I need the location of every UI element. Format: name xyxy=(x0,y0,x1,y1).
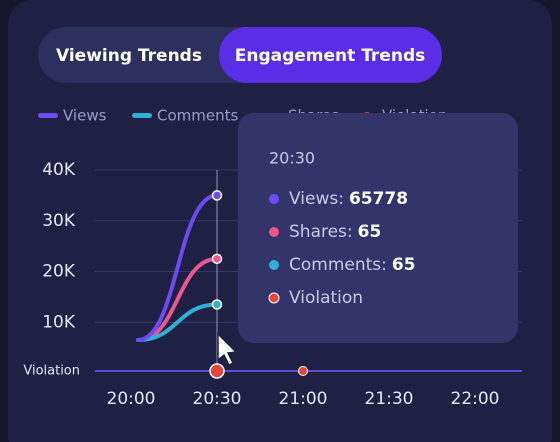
tooltip-item: Violation xyxy=(289,288,363,308)
tooltip-label: Violation xyxy=(289,288,363,308)
series-line xyxy=(136,302,219,343)
highlight-point xyxy=(211,253,223,265)
highlight-point xyxy=(211,299,223,310)
x-tick-label: 22:00 xyxy=(451,389,500,409)
violation-label: Violation xyxy=(23,364,80,379)
tooltip-dot xyxy=(269,227,279,237)
legend-swatch xyxy=(132,113,152,118)
x-tick-label: 21:30 xyxy=(365,389,414,409)
tooltip-label: Views: xyxy=(289,189,344,209)
tooltip-value: 65778 xyxy=(349,189,408,209)
cursor xyxy=(217,332,238,367)
tooltip-item: Comments: 65 xyxy=(289,255,416,275)
highlight-point xyxy=(211,190,223,201)
tooltip-label: Comments: xyxy=(289,255,387,275)
x-tick-label: 21:00 xyxy=(279,389,328,409)
tooltip-dot xyxy=(269,260,279,270)
tooltip-bg xyxy=(238,113,518,343)
tooltip-item: Views: 65778 xyxy=(289,189,408,209)
legend-label: Views xyxy=(63,107,107,125)
tab[interactable]: Engagement Trends xyxy=(235,46,425,66)
tooltip-value: 65 xyxy=(358,222,382,242)
tooltip-value: 65 xyxy=(392,255,416,275)
series-line xyxy=(136,193,219,343)
x-tick-label: 20:00 xyxy=(107,389,156,409)
tab-active-bg[interactable] xyxy=(219,27,442,83)
y-tick-label: 40K xyxy=(42,160,76,180)
tab[interactable]: Viewing Trends xyxy=(56,46,202,66)
y-tick-label: 30K xyxy=(42,211,76,231)
y-tick-label: 20K xyxy=(42,262,76,282)
legend-label: Comments xyxy=(157,107,238,125)
violation-point xyxy=(298,366,308,376)
tooltip-item: Shares: 65 xyxy=(289,222,381,242)
y-tick-label: 10K xyxy=(42,312,76,332)
x-tick-label: 20:30 xyxy=(193,389,242,409)
tooltip-label: Shares: xyxy=(289,222,353,242)
tooltip-title: 20:30 xyxy=(269,149,315,168)
violation-point xyxy=(209,363,225,379)
tooltip-dot xyxy=(269,194,279,204)
tooltip-dot xyxy=(268,292,280,304)
legend-swatch xyxy=(38,113,58,118)
